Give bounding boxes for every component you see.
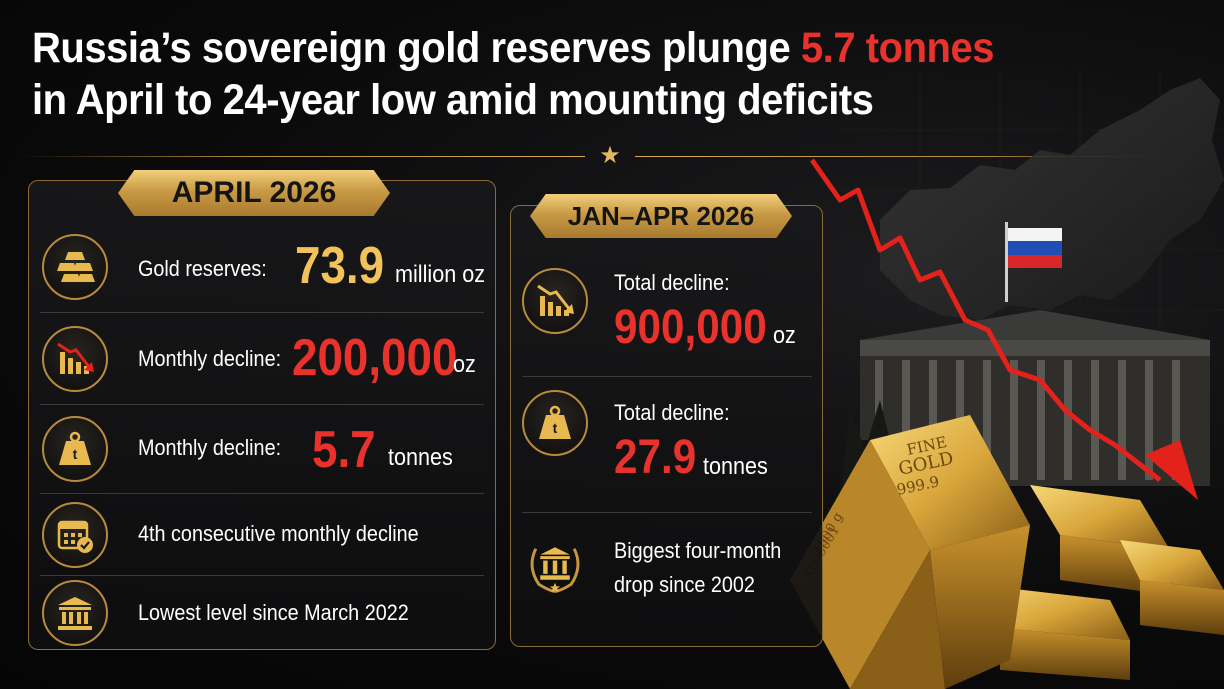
- monthly-decline-oz-label: Monthly decline:: [138, 346, 282, 371]
- jan-apr-2026-badge: JAN–APR 2026: [530, 194, 792, 238]
- row-divider: [40, 493, 484, 494]
- total-decline-tonnes-unit: tonnes: [703, 453, 768, 480]
- row-divider: [40, 312, 484, 313]
- total-decline-oz-unit: oz: [773, 322, 796, 349]
- monthly-decline-tonnes-value: 5.7: [312, 421, 376, 479]
- biggest-drop-label-line-1: Biggest four-month: [614, 538, 782, 563]
- total-decline-oz-value: 900,000: [614, 301, 767, 354]
- declining-chart-icon: [522, 268, 588, 334]
- weight-icon: t: [522, 390, 588, 456]
- star-icon: ★: [599, 141, 621, 169]
- weight-icon-letter: t: [73, 446, 78, 462]
- laurel-bank-icon: [522, 532, 588, 598]
- headline-part-1: Russia’s sovereign gold reserves plunge: [32, 24, 801, 72]
- biggest-drop-label-line-2: drop since 2002: [614, 572, 755, 597]
- gold-reserves-unit: million oz: [395, 261, 486, 288]
- total-decline-oz-label: Total decline:: [614, 270, 730, 295]
- russian-flag-icon: [1008, 228, 1062, 268]
- gold-bars-stack: FINE GOLD 999.9 1000 g A000001: [790, 415, 1224, 689]
- weight-icon: t: [42, 416, 108, 482]
- total-decline-tonnes-value: 27.9: [614, 431, 697, 484]
- gold-bars-icon: [42, 234, 108, 300]
- gold-reserves-label: Gold reserves:: [138, 256, 267, 281]
- monthly-decline-oz-unit: oz: [453, 351, 476, 378]
- consecutive-decline-label: 4th consecutive monthly decline: [138, 521, 419, 546]
- declining-chart-icon: [42, 326, 108, 392]
- divider-line-left: [20, 156, 585, 157]
- row-divider: [40, 404, 484, 405]
- weight-icon-letter: t: [553, 420, 558, 436]
- row-divider: [522, 376, 812, 377]
- headline-highlight: 5.7 tonnes: [800, 24, 995, 72]
- row-divider: [522, 512, 812, 513]
- headline-divider: ★: [20, 142, 1200, 168]
- row-divider: [40, 575, 484, 576]
- total-decline-tonnes-label: Total decline:: [614, 400, 730, 425]
- headline-line-2: in April to 24-year low amid mounting de…: [32, 76, 874, 124]
- divider-line-right: [635, 156, 1200, 157]
- monthly-decline-oz-value: 200,000: [292, 329, 458, 387]
- monthly-decline-tonnes-unit: tonnes: [388, 444, 453, 471]
- lowest-level-label: Lowest level since March 2022: [138, 600, 409, 625]
- calendar-check-icon: [42, 502, 108, 568]
- april-2026-badge: APRIL 2026: [118, 170, 390, 216]
- headline-line-1: Russia’s sovereign gold reserves plunge …: [32, 22, 1036, 74]
- gold-reserves-value: 73.9: [295, 237, 385, 295]
- bank-building-icon: [42, 580, 108, 646]
- headline: Russia’s sovereign gold reserves plunge …: [32, 22, 1036, 126]
- monthly-decline-tonnes-label: Monthly decline:: [138, 435, 282, 460]
